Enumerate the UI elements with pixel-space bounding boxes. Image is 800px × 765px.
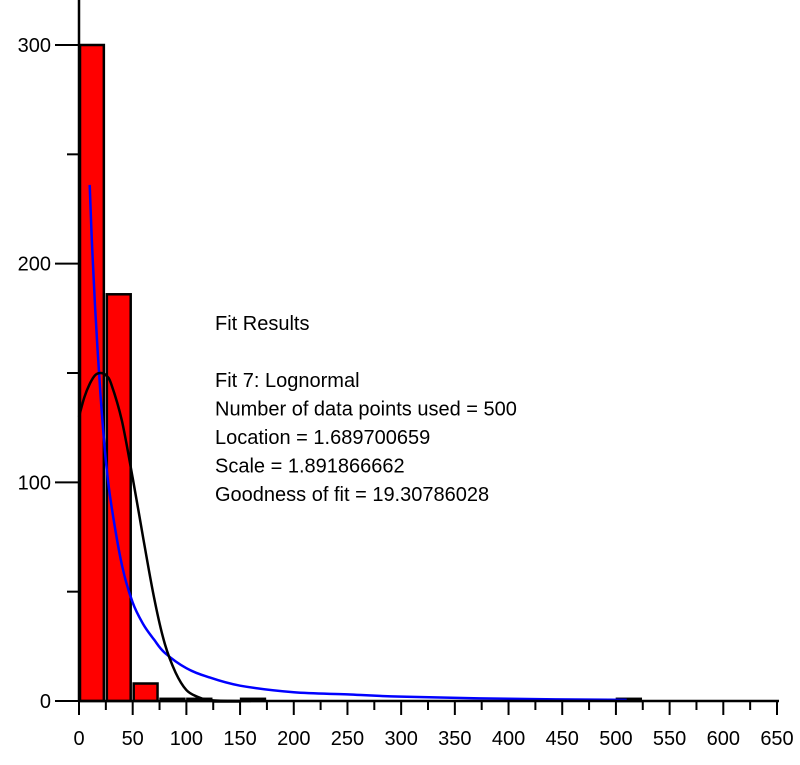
fit-results-line: Location = 1.689700659 xyxy=(215,427,430,449)
axes-layer: 0 50 100 150 200 250 300 350 400 450 500 550 600 650 0… xyxy=(18,0,794,750)
x-tick-label: 250 xyxy=(331,728,364,750)
histogram-bar xyxy=(132,682,159,703)
x-tick-label: 300 xyxy=(384,728,417,750)
y-tick-label: 200 xyxy=(18,254,51,276)
x-tick-label: 150 xyxy=(223,728,256,750)
x-tick-label: 650 xyxy=(760,728,793,750)
fit-results-line: Number of data points used = 500 xyxy=(215,399,517,421)
x-tick-label: 350 xyxy=(438,728,471,750)
x-tick-label: 100 xyxy=(170,728,203,750)
fit-results-line: Scale = 1.891866662 xyxy=(215,456,405,478)
black-fit-curve xyxy=(77,371,251,703)
x-tick-label: 50 xyxy=(122,728,144,750)
x-tick-label: 450 xyxy=(546,728,579,750)
fit-results-line: Fit Results xyxy=(215,313,309,335)
blue-fit-curve xyxy=(88,184,627,702)
x-tick-label: 200 xyxy=(277,728,310,750)
bars-layer xyxy=(78,43,643,703)
y-tick-label: 0 xyxy=(40,691,51,713)
x-tick-label: 0 xyxy=(73,728,84,750)
x-tick-label: 400 xyxy=(492,728,525,750)
x-tick-label: 600 xyxy=(707,728,740,750)
y-tick-label: 300 xyxy=(18,35,51,57)
y-tick-label: 100 xyxy=(18,472,51,494)
fit-results-annotation: Fit Results Fit 7: Lognormal Number of dat… xyxy=(215,313,517,506)
x-tick-label: 550 xyxy=(653,728,686,750)
x-tick-label: 500 xyxy=(599,728,632,750)
fit-curves-layer xyxy=(77,184,627,703)
fit-results-line: Fit 7: Lognormal xyxy=(215,370,360,392)
fit-results-line: Goodness of fit = 19.30786028 xyxy=(215,484,489,506)
